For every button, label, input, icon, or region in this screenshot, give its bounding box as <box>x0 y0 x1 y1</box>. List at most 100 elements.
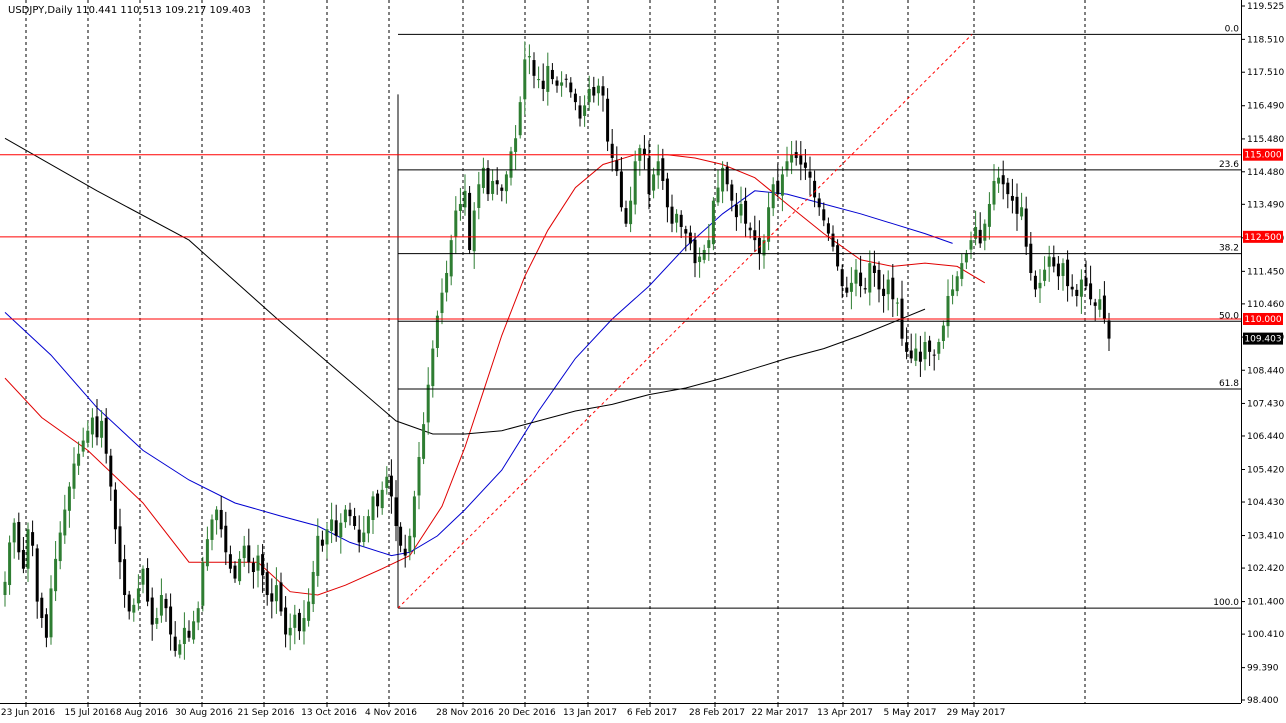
candle-body <box>532 60 536 76</box>
price-axis: 119.525 118.510 117.510 116.490 115.480 114.4… <box>1241 2 1284 706</box>
candle-body <box>946 295 950 327</box>
candle-body <box>808 171 812 178</box>
candle-body <box>1029 243 1033 273</box>
moving-average-ma_slow <box>4 137 926 435</box>
candle-body <box>941 325 945 342</box>
candle-body <box>8 542 12 586</box>
candle-body <box>477 184 481 208</box>
candle-body <box>261 554 265 576</box>
candle-body <box>403 548 407 556</box>
candle-body <box>173 636 177 651</box>
candle-body <box>182 627 186 644</box>
candle-body <box>385 476 389 488</box>
candle-body <box>817 198 821 208</box>
candle-body <box>353 516 357 527</box>
y-tick-label: 102.420 <box>1247 564 1284 574</box>
y-tick-label: 98.400 <box>1247 696 1279 706</box>
candle-body <box>58 532 62 562</box>
candle-body <box>215 509 219 521</box>
candle-body <box>445 272 449 293</box>
candle-body <box>780 174 784 196</box>
candle-body <box>744 200 748 224</box>
fib-level-label: 50.0 <box>1219 311 1239 321</box>
candle-body <box>481 167 485 188</box>
candle-body <box>955 276 959 292</box>
x-tick-label: 20 Dec 2016 <box>498 708 556 718</box>
candle-body <box>647 158 651 195</box>
candle-body <box>569 82 573 93</box>
candle-body <box>357 529 361 543</box>
candle-body <box>316 535 320 576</box>
candle-body <box>431 348 435 387</box>
x-tick-label: 6 Feb 2017 <box>627 708 677 718</box>
candle-body <box>1089 283 1093 300</box>
candle-body <box>854 269 858 284</box>
candle-body <box>380 489 384 509</box>
x-tick-label: 4 Nov 2016 <box>365 708 417 718</box>
y-tick-label: 116.490 <box>1247 102 1284 112</box>
candle-body <box>891 277 895 300</box>
x-tick-label: 30 Aug 2016 <box>175 708 233 718</box>
candle-body <box>509 151 513 178</box>
candle-body <box>109 455 113 487</box>
fibonacci-retracement: 0.0 23.6 38.2 50.0 61.8 100.0 <box>397 24 1241 609</box>
candle-body <box>458 203 462 211</box>
candle-body <box>960 263 964 279</box>
x-tick-label: 28 Feb 2017 <box>689 708 745 718</box>
candles <box>3 41 1111 660</box>
candle-body <box>882 288 886 296</box>
candle-body <box>652 174 656 191</box>
candle-body <box>21 549 25 569</box>
candle-body <box>1107 320 1111 339</box>
candle-body <box>256 555 260 571</box>
candle-body <box>840 269 844 287</box>
candle-body <box>909 350 913 359</box>
candle-body <box>40 597 44 619</box>
x-tick-label: 21 Sep 2016 <box>237 708 294 718</box>
candle-body <box>238 558 242 582</box>
candle-body <box>49 588 53 638</box>
x-tick-label: 29 May 2017 <box>947 708 1006 718</box>
candle-body <box>449 240 453 277</box>
level-price-tag-bg <box>1243 230 1283 243</box>
candle-body <box>753 230 757 241</box>
candle-body <box>1066 259 1070 287</box>
candle-body <box>205 539 209 567</box>
last-price-tag-bg <box>1243 332 1283 345</box>
x-tick-label: 13 Jan 2017 <box>563 708 617 718</box>
candle-body <box>730 184 734 201</box>
horizontal-levels <box>0 154 1241 320</box>
candle-body <box>417 457 421 496</box>
candle-body <box>504 174 508 192</box>
y-tick-label: 108.440 <box>1247 366 1284 376</box>
candle-body <box>1102 295 1106 319</box>
candle-body <box>113 489 117 530</box>
candle-body <box>587 88 591 103</box>
price-tags: 115.000 112.500 110.000 109.403 <box>1243 148 1283 345</box>
candle-body <box>284 607 288 635</box>
x-tick-label: 13 Apr 2017 <box>817 708 873 718</box>
candle-body <box>440 292 444 314</box>
candle-body <box>297 612 301 632</box>
y-tick-label: 101.400 <box>1247 598 1284 608</box>
candle-body <box>698 256 702 263</box>
candle-body <box>371 496 375 520</box>
y-tick-label: 114.480 <box>1247 168 1284 178</box>
candle-body <box>210 519 214 540</box>
level-price-tag-bg <box>1243 148 1283 161</box>
x-tick-label: 22 Mar 2017 <box>751 708 808 718</box>
candle-body <box>366 516 370 534</box>
candle-body <box>757 237 761 254</box>
candle-body <box>951 289 955 296</box>
candle-body <box>343 509 347 523</box>
candle-body <box>146 568 150 602</box>
candle-body <box>67 486 71 511</box>
candle-body <box>422 424 426 459</box>
candle-body <box>307 601 311 621</box>
candle-body <box>1033 275 1037 290</box>
candle-body <box>826 223 830 234</box>
candle-body <box>1070 286 1074 290</box>
candle-body <box>596 85 600 94</box>
